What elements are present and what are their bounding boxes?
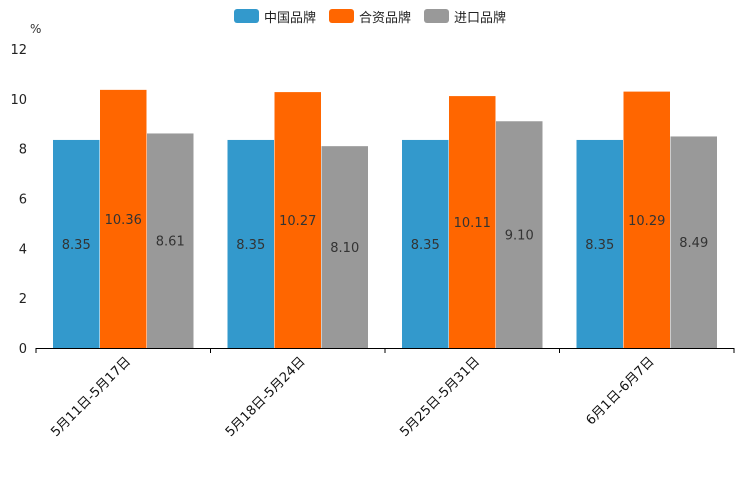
bar-series0-cat3: [576, 139, 623, 348]
legend-swatch-import-brand: [424, 9, 449, 23]
y-tick-label-4: 4: [19, 242, 27, 257]
legend-label-import-brand: 进口品牌: [454, 10, 507, 26]
legend-item-import-brand[interactable]: 进口品牌: [424, 7, 507, 26]
legend-label-joint-venture-brand: 合资品牌: [359, 10, 412, 26]
y-tick-label-12: 12: [10, 43, 27, 58]
x-tick-label-2: 5月25日-5月31日: [397, 354, 483, 440]
y-tick-label-0: 0: [19, 342, 27, 357]
y-tick-label-8: 8: [19, 143, 27, 158]
bar-series1-cat0: [100, 89, 147, 348]
data-label-series0-cat3: 8.35: [585, 238, 614, 253]
bar-series2-cat3: [670, 136, 717, 348]
bar-series2-cat2: [496, 121, 543, 348]
data-label-series1-cat2: 10.11: [454, 216, 491, 231]
y-axis-unit-label: %: [30, 22, 42, 36]
data-label-series0-cat2: 8.35: [411, 238, 440, 253]
bar-series1-cat3: [623, 91, 670, 349]
data-label-series1-cat1: 10.27: [279, 214, 316, 229]
data-label-series0-cat1: 8.35: [236, 238, 265, 253]
legend-swatch-china-brand: [234, 9, 259, 23]
data-label-series0-cat0: 8.35: [62, 238, 91, 253]
y-tick-label-2: 2: [19, 292, 27, 307]
bar-series0-cat0: [53, 139, 100, 348]
legend-swatch-joint-venture-brand: [329, 9, 354, 23]
data-label-series2-cat3: 8.49: [679, 236, 708, 251]
bar-series0-cat1: [227, 139, 274, 348]
x-tick-label-3: 6月1日-6月7日: [583, 354, 657, 428]
legend-item-joint-venture-brand[interactable]: 合资品牌: [329, 7, 412, 26]
x-tick-label-1: 5月18日-5月24日: [223, 354, 309, 440]
y-tick-label-6: 6: [19, 193, 27, 208]
x-tick-label-0: 5月11日-5月17日: [48, 354, 134, 440]
bar-series1-cat1: [274, 92, 321, 348]
legend-item-china-brand[interactable]: 中国品牌: [234, 7, 317, 26]
data-label-series1-cat0: 10.36: [105, 213, 142, 228]
y-tick-label-10: 10: [10, 93, 27, 108]
data-label-series2-cat1: 8.10: [330, 241, 359, 256]
bar-series0-cat2: [402, 139, 449, 348]
legend-label-china-brand: 中国品牌: [264, 10, 317, 26]
data-label-series2-cat0: 8.61: [156, 235, 185, 250]
data-label-series1-cat3: 10.29: [628, 214, 665, 229]
bar-series2-cat1: [321, 146, 368, 348]
data-label-series2-cat2: 9.10: [505, 229, 534, 244]
chart-legend: 中国品牌 合资品牌 进口品牌: [0, 7, 744, 27]
bar-series2-cat0: [147, 133, 194, 348]
bar-series1-cat2: [449, 96, 496, 348]
